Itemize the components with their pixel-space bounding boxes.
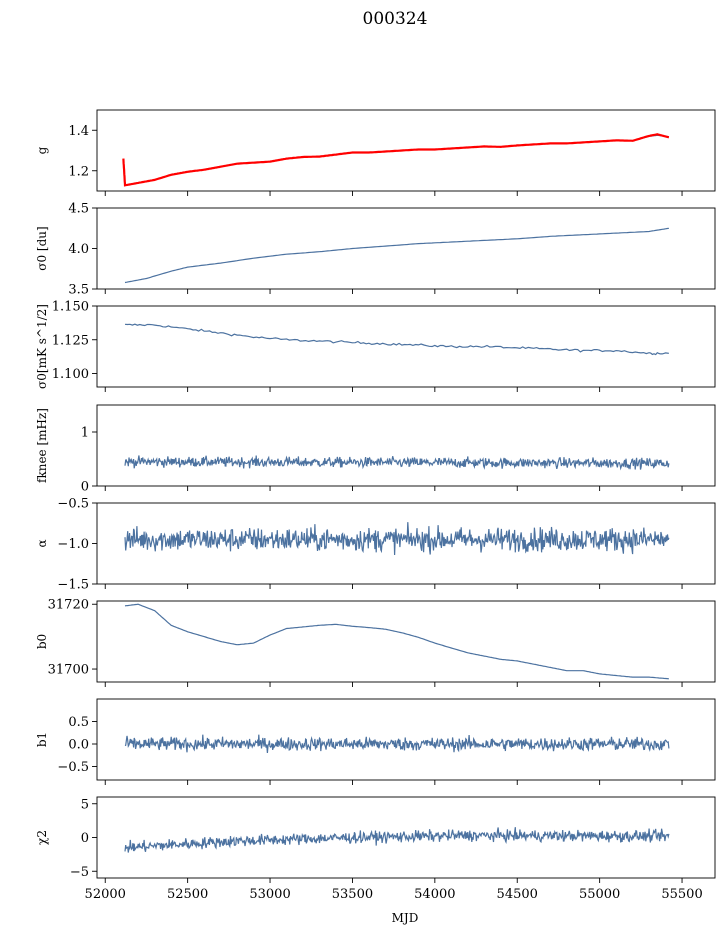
panels: g 1.2 1.4 σ0 [du] 3.5 4.0 4.5 σ0[mK s^1/2] 1.100… [35,109,716,902]
ytick-label: 1.4 [68,124,89,139]
fit-line [122,133,670,187]
panel-5: α −1.5 −1.0 −0.5 [35,497,716,593]
panel-frame [96,207,716,290]
panel-frame [96,796,716,879]
panel-7-ylabel: b1 [35,732,49,747]
ytick-label: −1.5 [57,578,89,593]
ytick-label: 0.0 [68,738,89,753]
ytick-label: −5 [70,865,89,880]
ytick-label: 5 [81,797,89,812]
panel-frame [96,404,716,487]
panel-8: χ2 −5 0 5 52000 52500 53000 53500 54000 54500 5500… [35,796,716,902]
ytick-label: 1.125 [52,333,89,348]
xtick-label: 53500 [332,887,373,902]
xtick-label: 52500 [167,887,208,902]
series-line [124,827,670,853]
series-line [124,734,670,753]
panel-3: σ0[mK s^1/2] 1.100 1.125 1.150 [35,300,716,392]
panel-6-ylabel: b0 [35,634,49,649]
series-line [124,227,669,284]
x-axis-label: MJD [392,911,419,925]
panel-7: b1 −0.5 0.0 0.5 [35,698,716,785]
xtick-label: 53000 [249,887,290,902]
panel-frame [96,502,716,585]
panel-frame [96,698,716,781]
panel-6: b0 31700 31720 [35,598,716,687]
series-line [124,323,669,356]
panel-2-ylabel: σ0 [du] [35,226,49,270]
ytick-label: 31720 [48,598,89,613]
series-line [124,522,670,556]
ytick-label: −1.0 [57,537,89,552]
xtick-label: 55000 [579,887,620,902]
panel-4: fknee [mHz] 0 1 [35,404,716,495]
panel-8-ylabel: χ2 [35,830,49,845]
panel-4-ylabel: fknee [mHz] [35,408,49,483]
ytick-label: 0 [81,831,89,846]
panel-1: g 1.2 1.4 [35,109,716,196]
figure-title: 000324 [363,9,428,29]
panel-3-ylabel: σ0[mK s^1/2] [35,304,49,389]
ytick-label: −0.5 [57,760,89,775]
ytick-label: 0 [81,480,89,495]
ytick-label: 1.150 [52,300,89,315]
panel-frame [96,305,716,388]
ytick-label: 4.5 [68,202,89,217]
panel-2: σ0 [du] 3.5 4.0 4.5 [35,202,716,298]
panel-frame [96,600,716,683]
panel-5-ylabel: α [35,539,49,547]
xtick-label: 54000 [414,887,455,902]
ytick-label: 1.2 [68,164,89,179]
xtick-label: 52000 [85,887,126,902]
ytick-label: 31700 [48,663,89,678]
ytick-label: 4.0 [68,242,89,257]
ytick-label: 0.5 [68,715,89,730]
panel-frame [96,109,716,192]
xtick-label: 54500 [497,887,538,902]
series-line [124,603,669,680]
panel-1-ylabel: g [35,146,49,154]
series-line [124,455,670,471]
ytick-label: 1.100 [52,367,89,382]
ytick-label: 3.5 [68,283,89,298]
ytick-label: 1 [81,426,89,441]
ytick-label: −0.5 [57,497,89,512]
xtick-label: 55500 [661,887,702,902]
